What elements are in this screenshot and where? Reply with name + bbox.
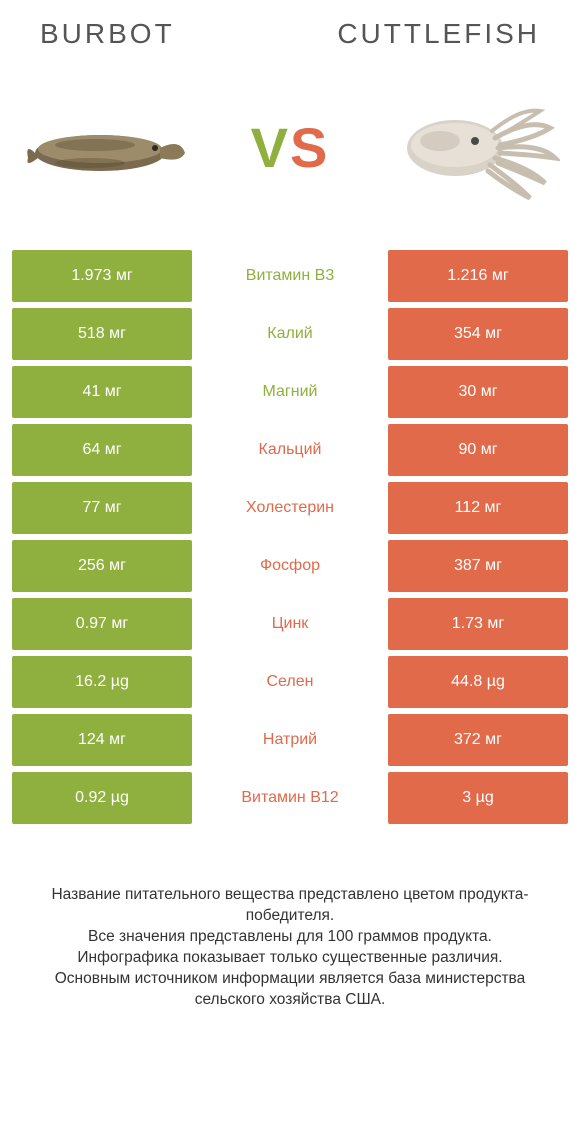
value-left: 518 мг — [12, 308, 192, 360]
value-right: 3 µg — [388, 772, 568, 824]
nutrient-label: Фосфор — [192, 540, 388, 592]
value-left: 64 мг — [12, 424, 192, 476]
table-row: 0.97 мгЦинк1.73 мг — [12, 598, 568, 650]
footer-line: Название питательного вещества представл… — [30, 885, 550, 927]
value-right: 354 мг — [388, 308, 568, 360]
value-right: 112 мг — [388, 482, 568, 534]
value-left: 124 мг — [12, 714, 192, 766]
value-right: 1.73 мг — [388, 598, 568, 650]
table-row: 64 мгКальций90 мг — [12, 424, 568, 476]
nutrient-label: Витамин B12 — [192, 772, 388, 824]
nutrient-label: Натрий — [192, 714, 388, 766]
nutrient-label: Калий — [192, 308, 388, 360]
vs-v: V — [251, 116, 290, 179]
nutrient-label: Селен — [192, 656, 388, 708]
table-row: 518 мгКалий354 мг — [12, 308, 568, 360]
title-right: CUTTLEFISH — [337, 18, 540, 50]
footer-line: Все значения представлены для 100 граммо… — [30, 927, 550, 948]
header: BURBOT CUTTLEFISH — [0, 0, 580, 60]
value-right: 90 мг — [388, 424, 568, 476]
hero: VS — [0, 60, 580, 250]
value-left: 1.973 мг — [12, 250, 192, 302]
title-left: BURBOT — [40, 18, 175, 50]
value-right: 44.8 µg — [388, 656, 568, 708]
value-left: 0.92 µg — [12, 772, 192, 824]
nutrient-label: Холестерин — [192, 482, 388, 534]
value-left: 41 мг — [12, 366, 192, 418]
cuttlefish-image — [380, 83, 560, 213]
vs-s: S — [290, 116, 329, 179]
table-row: 124 мгНатрий372 мг — [12, 714, 568, 766]
value-left: 16.2 µg — [12, 656, 192, 708]
table-row: 16.2 µgСелен44.8 µg — [12, 656, 568, 708]
value-right: 387 мг — [388, 540, 568, 592]
table-row: 0.92 µgВитамин B123 µg — [12, 772, 568, 824]
burbot-image — [20, 83, 200, 213]
nutrient-label: Цинк — [192, 598, 388, 650]
value-left: 256 мг — [12, 540, 192, 592]
footer-note: Название питательного вещества представл… — [0, 830, 580, 1011]
table-row: 41 мгМагний30 мг — [12, 366, 568, 418]
nutrient-label: Магний — [192, 366, 388, 418]
footer-line: Инфографика показывает только существенн… — [30, 948, 550, 969]
value-left: 0.97 мг — [12, 598, 192, 650]
footer-line: Основным источником информации является … — [30, 969, 550, 1011]
table-row: 256 мгФосфор387 мг — [12, 540, 568, 592]
value-right: 372 мг — [388, 714, 568, 766]
table-row: 1.973 мгВитамин B31.216 мг — [12, 250, 568, 302]
value-right: 1.216 мг — [388, 250, 568, 302]
vs-label: VS — [251, 115, 330, 180]
nutrient-label: Кальций — [192, 424, 388, 476]
table-row: 77 мгХолестерин112 мг — [12, 482, 568, 534]
value-left: 77 мг — [12, 482, 192, 534]
value-right: 30 мг — [388, 366, 568, 418]
comparison-table: 1.973 мгВитамин B31.216 мг 518 мгКалий354… — [0, 250, 580, 824]
nutrient-label: Витамин B3 — [192, 250, 388, 302]
